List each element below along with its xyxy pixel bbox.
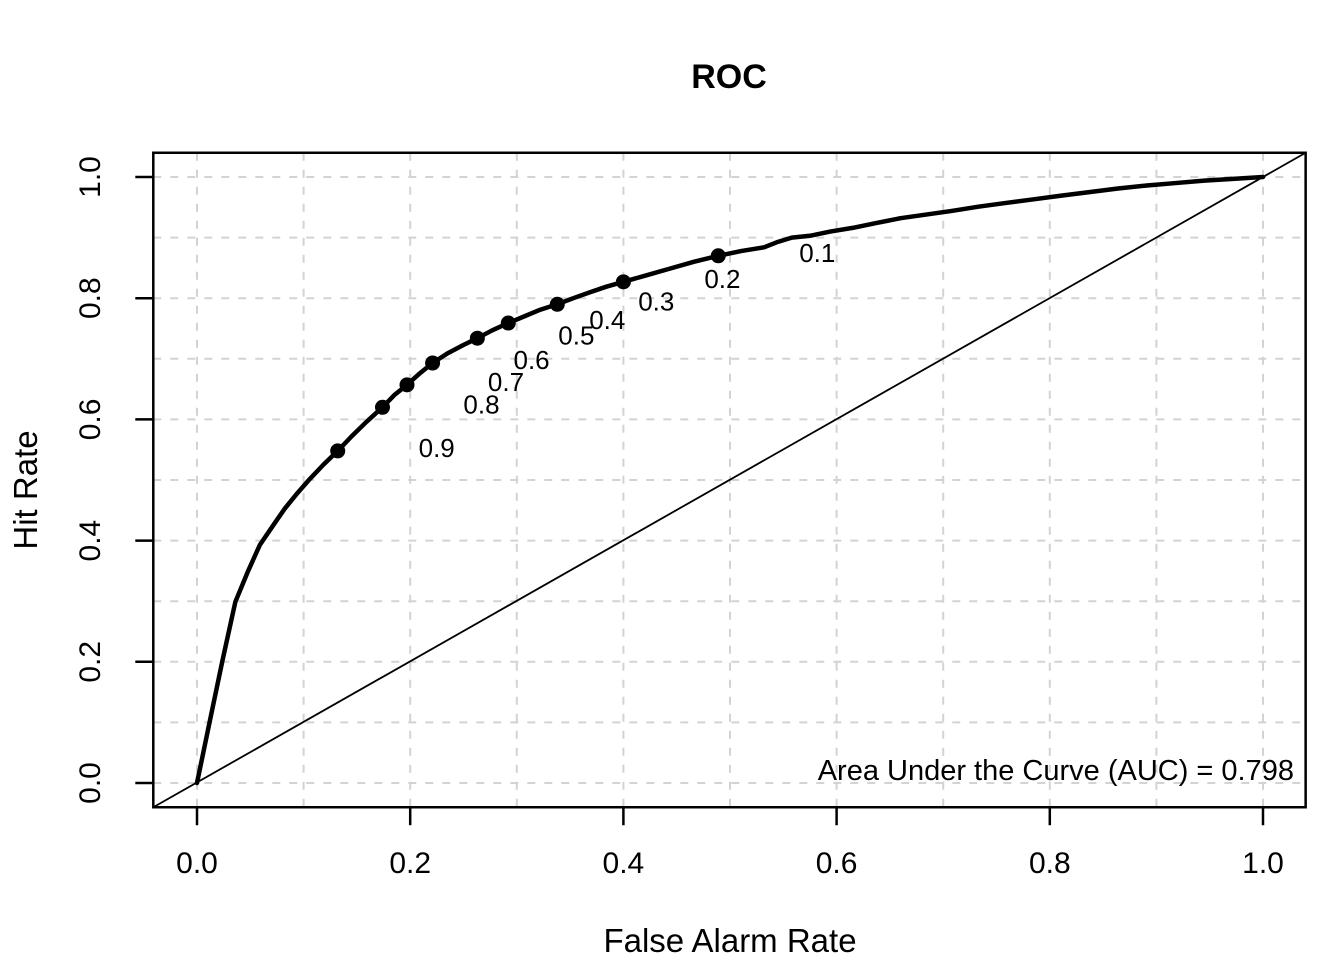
threshold-point xyxy=(549,296,565,312)
y-tick-label: 0.6 xyxy=(74,399,107,441)
data-layer xyxy=(152,151,1307,809)
threshold-label: 0.1 xyxy=(799,238,835,268)
threshold-label: 0.4 xyxy=(589,305,625,335)
threshold-point xyxy=(500,315,516,331)
threshold-point xyxy=(710,248,726,264)
auc-annotation: Area Under the Curve (AUC) = 0.798 xyxy=(818,755,1294,787)
threshold-label: 0.9 xyxy=(419,433,455,463)
y-tick-label: 0.0 xyxy=(74,762,107,804)
threshold-label: 0.5 xyxy=(558,320,594,350)
threshold-point xyxy=(469,330,485,346)
threshold-label: 0.2 xyxy=(704,264,740,294)
threshold-label: 0.6 xyxy=(514,345,550,375)
axis-tick-layer: 0.0 0.2 0.4 0.6 0.8 1.0 0.0 0.2 0.4 0.6 0.8 1.0 xyxy=(74,156,1284,880)
x-tick-label: 0.4 xyxy=(603,847,645,880)
y-tick-label: 0.2 xyxy=(74,641,107,683)
threshold-label: 0.8 xyxy=(463,389,499,419)
threshold-point xyxy=(615,274,631,290)
threshold-label: 0.7 xyxy=(488,367,524,397)
x-tick-label: 0.6 xyxy=(816,847,858,880)
threshold-point xyxy=(425,355,441,371)
threshold-label-layer: 0.1 0.2 0.3 0.40.5 0.60.70.8 0.9 xyxy=(419,238,836,463)
x-tick-label: 0.8 xyxy=(1029,847,1071,880)
chance-diagonal-line xyxy=(152,151,1307,809)
y-tick-label: 0.8 xyxy=(74,277,107,319)
x-tick-label: 0.2 xyxy=(389,847,431,880)
plot-box-layer xyxy=(152,151,1307,809)
threshold-point xyxy=(374,399,390,415)
plot-box xyxy=(152,151,1307,809)
threshold-label: 0.3 xyxy=(638,286,674,316)
x-axis-title: False Alarm Rate xyxy=(603,922,856,959)
roc-curve xyxy=(194,174,1266,786)
threshold-point xyxy=(399,377,415,393)
y-tick-label: 0.4 xyxy=(74,520,107,562)
y-axis-title: Hit Rate xyxy=(7,430,44,549)
threshold-point xyxy=(330,443,346,459)
chart-title: ROC xyxy=(691,58,767,96)
y-tick-label: 1.0 xyxy=(74,156,107,198)
x-tick-label: 1.0 xyxy=(1242,847,1284,880)
x-tick-label: 0.0 xyxy=(176,847,218,880)
